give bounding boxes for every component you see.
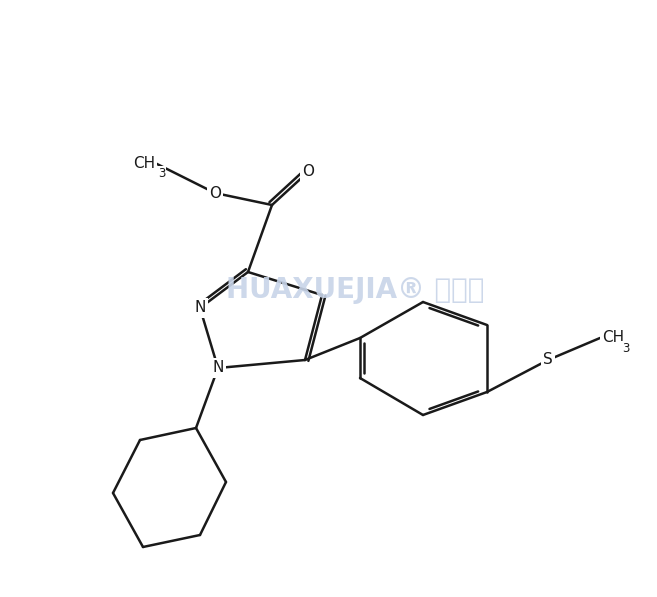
Text: HUAXUEJIA® 化学加: HUAXUEJIA® 化学加: [226, 276, 484, 304]
Text: CH: CH: [602, 331, 624, 346]
Text: S: S: [543, 352, 553, 368]
Text: O: O: [209, 186, 221, 201]
Text: 3: 3: [158, 167, 166, 180]
Text: O: O: [302, 165, 314, 180]
Text: N: N: [212, 361, 223, 376]
Text: 3: 3: [622, 342, 629, 355]
Text: N: N: [194, 300, 206, 315]
Text: CH: CH: [133, 155, 155, 171]
